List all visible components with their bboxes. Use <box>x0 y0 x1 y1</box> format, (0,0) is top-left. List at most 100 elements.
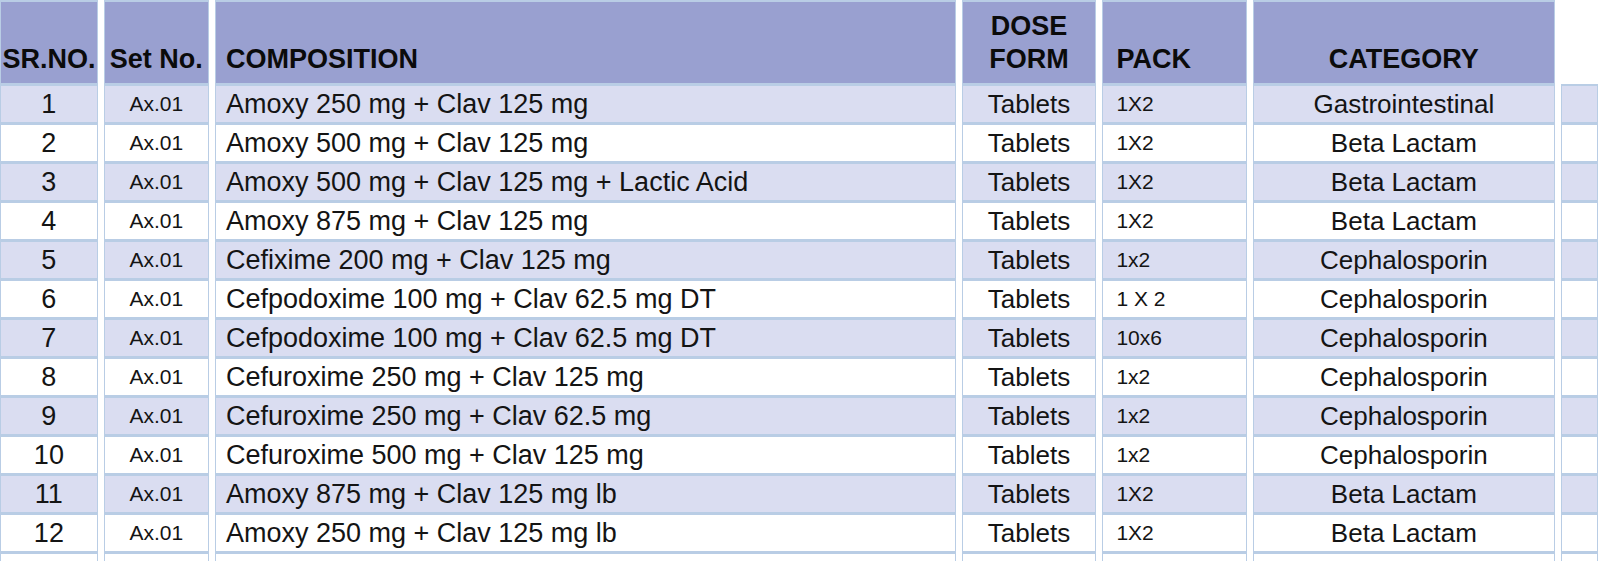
cell-sr-no: 7 <box>0 318 98 357</box>
cell-composition: Amoxy 875 mg + Clav 125 mg <box>215 201 956 240</box>
table-row: 1 Ax.01 Amoxy 250 mg + Clav 125 mg Table… <box>0 84 1598 123</box>
cell-sr-no: 5 <box>0 240 98 279</box>
cell-category: Beta Lactam <box>1253 123 1555 162</box>
cell-clipped <box>1561 357 1598 396</box>
header-row: SR.NO. Set No. COMPOSITION DOSE FORM PAC… <box>0 0 1598 84</box>
cell-pack: 1X2 <box>1102 162 1246 201</box>
cell-set-no: Ax.01 <box>104 123 209 162</box>
cell-set-no: Ax.01 <box>104 435 209 474</box>
cell-set-no <box>104 552 209 561</box>
cell-clipped <box>1561 279 1598 318</box>
cell-composition: Cefpodoxime 100 mg + Clav 62.5 mg DT <box>215 318 956 357</box>
cell-pack: 1X2 <box>1102 123 1246 162</box>
cell-clipped <box>1561 552 1598 561</box>
cell-dose-form: Tablets <box>962 279 1097 318</box>
cell-set-no: Ax.01 <box>104 513 209 552</box>
cell-composition: Amoxy 500 mg + Clav 125 mg <box>215 123 956 162</box>
cell-composition: Amoxy 250 mg + Clav 125 mg <box>215 84 956 123</box>
cell-composition: Cefpodoxime 100 mg + Clav 62.5 mg DT <box>215 279 956 318</box>
table-row: 6 Ax.01 Cefpodoxime 100 mg + Clav 62.5 m… <box>0 279 1598 318</box>
cell-clipped <box>1561 84 1598 123</box>
col-header-category: CATEGORY <box>1253 0 1555 84</box>
cell-category: Cephalosporin <box>1253 318 1555 357</box>
cell-dose-form: Tablets <box>962 123 1097 162</box>
cell-dose-form: Tablets <box>962 318 1097 357</box>
cell-category: Cephalosporin <box>1253 435 1555 474</box>
cell-dose-form: Tablets <box>962 474 1097 513</box>
cell-category: Beta Lactam <box>1253 513 1555 552</box>
cell-set-no: Ax.01 <box>104 201 209 240</box>
cell-pack <box>1102 552 1246 561</box>
col-header-composition: COMPOSITION <box>215 0 956 84</box>
cell-dose-form: Tablets <box>962 357 1097 396</box>
cell-sr-no <box>0 552 98 561</box>
col-header-clipped <box>1561 0 1598 84</box>
cell-clipped <box>1561 123 1598 162</box>
cell-pack: 1X2 <box>1102 513 1246 552</box>
col-header-dose-form: DOSE FORM <box>962 0 1097 84</box>
cell-clipped <box>1561 240 1598 279</box>
cell-sr-no: 8 <box>0 357 98 396</box>
table-body: 1 Ax.01 Amoxy 250 mg + Clav 125 mg Table… <box>0 84 1598 561</box>
pharma-products-table: SR.NO. Set No. COMPOSITION DOSE FORM PAC… <box>0 0 1604 561</box>
table-header: SR.NO. Set No. COMPOSITION DOSE FORM PAC… <box>0 0 1598 84</box>
cell-pack: 1X2 <box>1102 474 1246 513</box>
table-row: 12 Ax.01 Amoxy 250 mg + Clav 125 mg lb T… <box>0 513 1598 552</box>
table-row: 11 Ax.01 Amoxy 875 mg + Clav 125 mg lb T… <box>0 474 1598 513</box>
cell-category <box>1253 552 1555 561</box>
cell-composition <box>215 552 956 561</box>
cell-dose-form: Tablets <box>962 396 1097 435</box>
table-row: 2 Ax.01 Amoxy 500 mg + Clav 125 mg Table… <box>0 123 1598 162</box>
col-header-sr-no: SR.NO. <box>0 0 98 84</box>
cell-dose-form: Tablets <box>962 162 1097 201</box>
table-row: 9 Ax.01 Cefuroxime 250 mg + Clav 62.5 mg… <box>0 396 1598 435</box>
cell-category: Cephalosporin <box>1253 357 1555 396</box>
cell-dose-form <box>962 552 1097 561</box>
cell-composition: Amoxy 250 mg + Clav 125 mg lb <box>215 513 956 552</box>
cell-category: Cephalosporin <box>1253 396 1555 435</box>
table-row: 10 Ax.01 Cefuroxime 500 mg + Clav 125 mg… <box>0 435 1598 474</box>
cell-clipped <box>1561 474 1598 513</box>
table-row: 5 Ax.01 Cefixime 200 mg + Clav 125 mg Ta… <box>0 240 1598 279</box>
cell-composition: Cefuroxime 250 mg + Clav 125 mg <box>215 357 956 396</box>
cell-set-no: Ax.01 <box>104 279 209 318</box>
cell-category: Beta Lactam <box>1253 201 1555 240</box>
cell-dose-form: Tablets <box>962 201 1097 240</box>
table-row: 4 Ax.01 Amoxy 875 mg + Clav 125 mg Table… <box>0 201 1598 240</box>
cell-pack: 10x6 <box>1102 318 1246 357</box>
col-header-set-no: Set No. <box>104 0 209 84</box>
cell-clipped <box>1561 201 1598 240</box>
cell-clipped <box>1561 435 1598 474</box>
cell-sr-no: 4 <box>0 201 98 240</box>
cell-sr-no: 11 <box>0 474 98 513</box>
cell-pack: 1 X 2 <box>1102 279 1246 318</box>
cell-sr-no: 2 <box>0 123 98 162</box>
cell-sr-no: 1 <box>0 84 98 123</box>
cell-set-no: Ax.01 <box>104 357 209 396</box>
cell-category: Beta Lactam <box>1253 474 1555 513</box>
cell-set-no: Ax.01 <box>104 396 209 435</box>
cell-dose-form: Tablets <box>962 513 1097 552</box>
cell-pack: 1X2 <box>1102 201 1246 240</box>
cell-dose-form: Tablets <box>962 240 1097 279</box>
cell-category: Gastrointestinal <box>1253 84 1555 123</box>
cell-sr-no: 10 <box>0 435 98 474</box>
cell-sr-no: 6 <box>0 279 98 318</box>
cell-composition: Cefixime 200 mg + Clav 125 mg <box>215 240 956 279</box>
cell-category: Beta Lactam <box>1253 162 1555 201</box>
cell-pack: 1X2 <box>1102 84 1246 123</box>
cell-clipped <box>1561 318 1598 357</box>
cell-set-no: Ax.01 <box>104 474 209 513</box>
cell-dose-form: Tablets <box>962 84 1097 123</box>
cell-pack: 1x2 <box>1102 357 1246 396</box>
cell-set-no: Ax.01 <box>104 318 209 357</box>
col-header-pack: PACK <box>1102 0 1246 84</box>
cell-sr-no: 3 <box>0 162 98 201</box>
cell-category: Cephalosporin <box>1253 279 1555 318</box>
cell-clipped <box>1561 162 1598 201</box>
table-row: 8 Ax.01 Cefuroxime 250 mg + Clav 125 mg … <box>0 357 1598 396</box>
cell-composition: Cefuroxime 500 mg + Clav 125 mg <box>215 435 956 474</box>
cell-category: Cephalosporin <box>1253 240 1555 279</box>
cell-clipped <box>1561 513 1598 552</box>
cell-composition: Amoxy 875 mg + Clav 125 mg lb <box>215 474 956 513</box>
